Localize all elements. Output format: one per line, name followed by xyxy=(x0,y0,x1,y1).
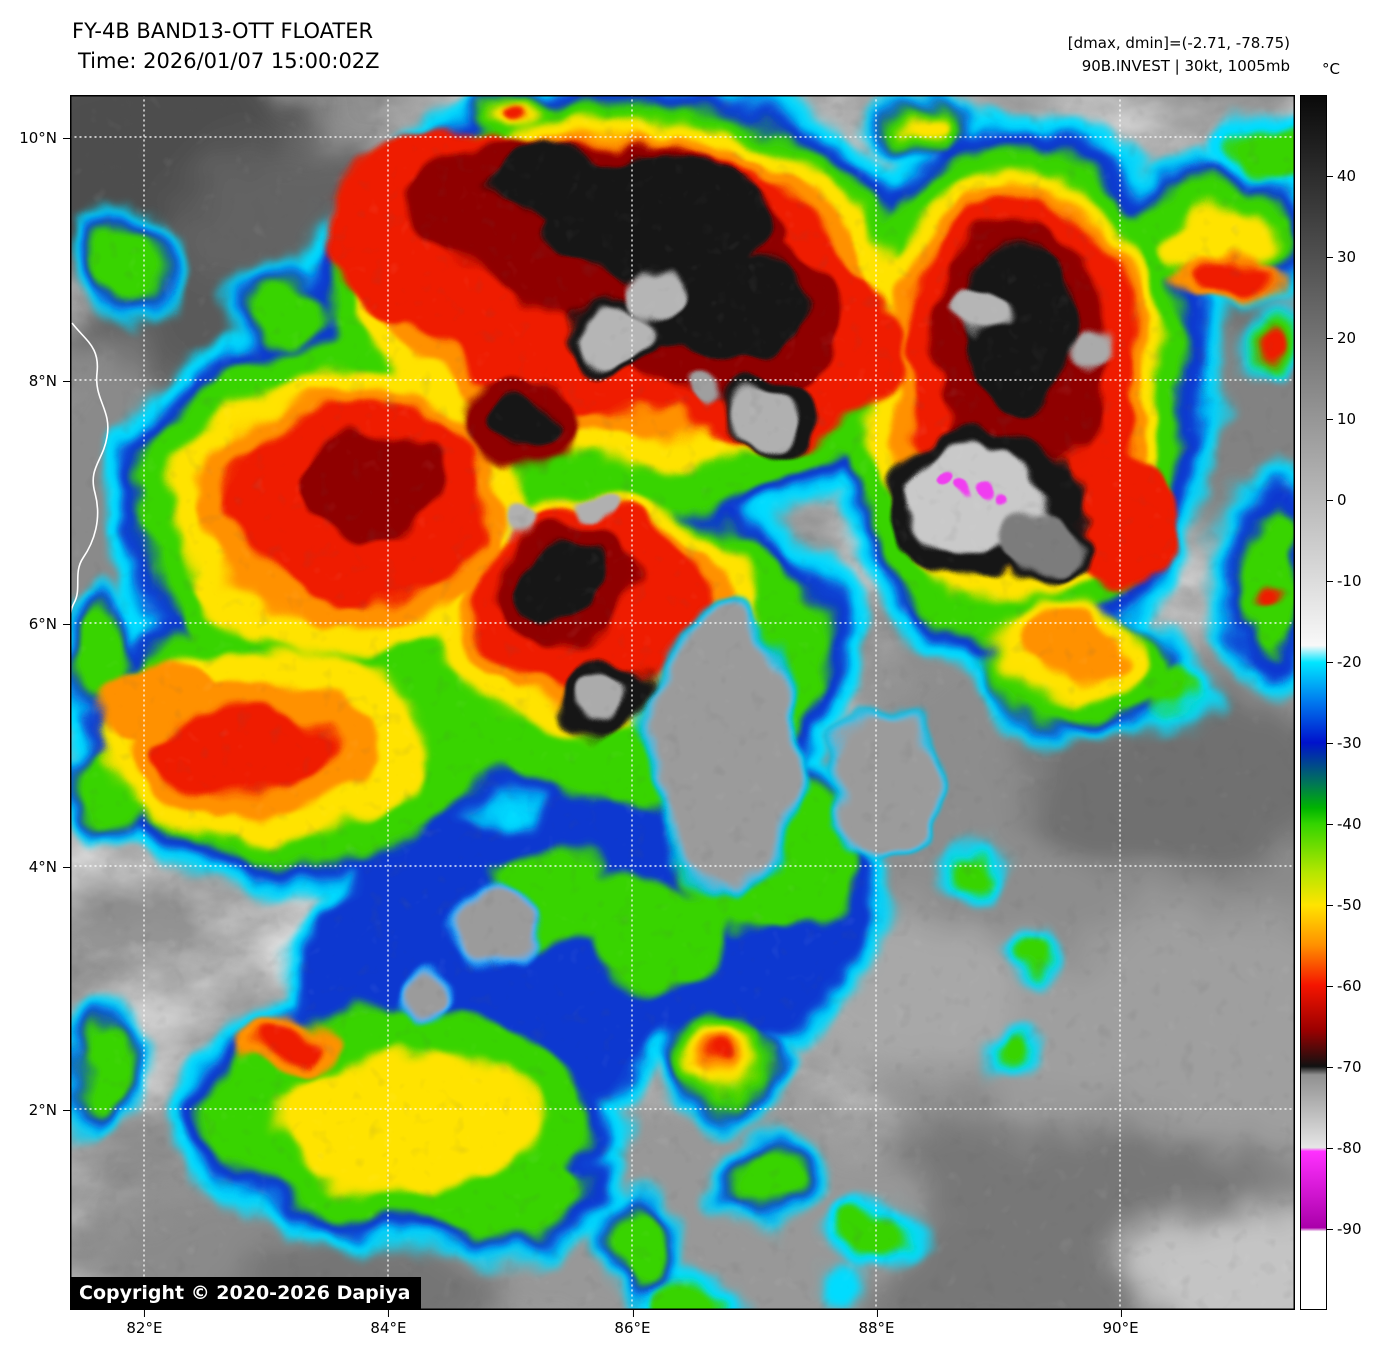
storm-info: 90B.INVEST | 30kt, 1005mb xyxy=(1081,56,1290,75)
copyright-badge: Copyright © 2020-2026 Dapiya xyxy=(70,1277,422,1310)
colorbar-tick-label: -90 xyxy=(1327,1220,1362,1238)
grain-light xyxy=(70,95,1295,1310)
colorbar-tick-label: 40 xyxy=(1327,167,1356,185)
lat-tick-label: 8°N xyxy=(28,371,71,390)
colorbar-tick-label: -30 xyxy=(1327,734,1362,752)
colorbar-tick-label: -40 xyxy=(1327,815,1362,833)
colorbar xyxy=(1300,95,1327,1310)
lat-tick-label: 4°N xyxy=(28,857,71,876)
colorbar-tick-label: 0 xyxy=(1327,491,1347,509)
gridlines xyxy=(70,95,1295,1310)
lat-tick-label: 2°N xyxy=(28,1100,71,1119)
colorbar-tick-label: -60 xyxy=(1327,977,1362,995)
colorbar-tick-label: -20 xyxy=(1327,653,1362,671)
colorbar-tick-label: 10 xyxy=(1327,410,1356,428)
map-canvas: Copyright © 2020-2026 Dapiya xyxy=(70,95,1295,1310)
lon-axis: 82°E 84°E 86°E 88°E 90°E xyxy=(70,1310,1295,1350)
lat-axis: 10°N 8°N 6°N 4°N 2°N xyxy=(0,95,71,1310)
lon-tick-label: 88°E xyxy=(858,1310,895,1337)
colorbar-tick-label: -10 xyxy=(1327,572,1362,590)
coastline xyxy=(70,322,109,632)
colorbar-gradient xyxy=(1301,96,1326,1309)
header-right: [dmax, dmin]=(-2.71, -78.75) 90B.INVEST … xyxy=(1068,32,1290,77)
colorbar-tick-label: 20 xyxy=(1327,329,1356,347)
colorbar-tick-label: -50 xyxy=(1327,896,1362,914)
colorbar-ticks: 40 30 20 10 0 -10 -20 -30 -40 -50 -60 -70 -80 -90 xyxy=(1327,95,1387,1310)
lon-tick-label: 90°E xyxy=(1102,1310,1139,1337)
lon-tick-label: 82°E xyxy=(126,1310,163,1337)
dmax-dmin-readout: [dmax, dmin]=(-2.71, -78.75) xyxy=(1067,34,1290,52)
lon-tick-label: 84°E xyxy=(370,1310,407,1337)
header-left: FY-4B BAND13-OTT FLOATER Time: 2026/01/0… xyxy=(72,16,380,77)
colorbar-tick-label: -70 xyxy=(1327,1058,1362,1076)
lon-tick-label: 86°E xyxy=(614,1310,651,1337)
product-title: FY-4B BAND13-OTT FLOATER xyxy=(72,19,374,43)
colorbar-tick-label: 30 xyxy=(1327,248,1356,266)
product-time: Time: 2026/01/07 15:00:02Z xyxy=(78,49,380,74)
satellite-image xyxy=(70,95,1295,1310)
colorbar-unit-label: °C xyxy=(1322,60,1340,78)
colorbar-tick-label: -80 xyxy=(1327,1139,1362,1157)
lat-tick-label: 6°N xyxy=(28,614,71,633)
lat-tick-label: 10°N xyxy=(19,128,70,147)
map-border xyxy=(70,95,1295,1310)
